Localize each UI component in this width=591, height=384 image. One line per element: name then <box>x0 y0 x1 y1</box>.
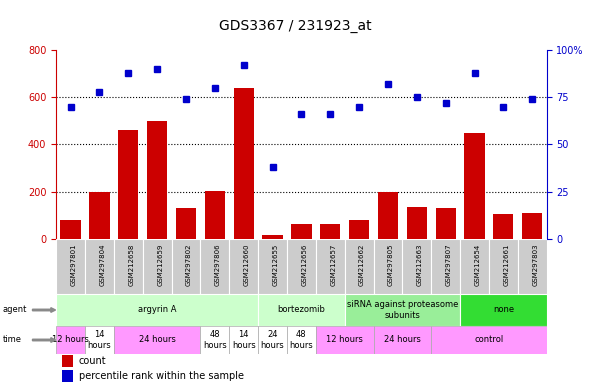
Text: none: none <box>493 306 514 314</box>
Bar <box>56 239 85 294</box>
Bar <box>287 239 316 294</box>
Text: 48
hours: 48 hours <box>290 330 313 350</box>
Text: GSM297803: GSM297803 <box>532 243 538 286</box>
Bar <box>258 239 287 294</box>
Bar <box>431 239 460 294</box>
Text: percentile rank within the sample: percentile rank within the sample <box>79 371 243 381</box>
Bar <box>349 220 369 239</box>
Bar <box>345 239 374 294</box>
Bar <box>262 235 282 239</box>
Bar <box>465 132 485 239</box>
Text: siRNA against proteasome
subunits: siRNA against proteasome subunits <box>347 300 458 320</box>
Text: 48
hours: 48 hours <box>203 330 227 350</box>
Text: GSM297804: GSM297804 <box>99 243 105 286</box>
Text: argyrin A: argyrin A <box>138 306 176 314</box>
Bar <box>204 190 225 239</box>
Text: GSM212661: GSM212661 <box>504 243 509 286</box>
Text: bortezomib: bortezomib <box>277 306 326 314</box>
Text: count: count <box>79 356 106 366</box>
Bar <box>522 213 543 239</box>
Bar <box>320 223 340 239</box>
Bar <box>56 294 258 326</box>
Bar <box>374 239 402 294</box>
Bar <box>114 239 142 294</box>
Text: control: control <box>475 336 504 344</box>
Text: GSM297805: GSM297805 <box>388 243 394 286</box>
Text: GSM297807: GSM297807 <box>446 243 452 286</box>
Bar <box>316 239 345 294</box>
Text: 24 hours: 24 hours <box>384 336 421 344</box>
Bar <box>233 88 254 239</box>
Bar <box>460 294 547 326</box>
Bar <box>258 326 287 354</box>
Text: GSM212658: GSM212658 <box>128 243 134 286</box>
Bar <box>89 192 109 239</box>
Bar <box>229 239 258 294</box>
Text: GSM212660: GSM212660 <box>243 243 250 286</box>
Text: GSM212657: GSM212657 <box>330 243 336 286</box>
Bar <box>431 326 547 354</box>
Text: GSM212654: GSM212654 <box>475 243 480 286</box>
Text: 12 hours: 12 hours <box>52 336 89 344</box>
Text: GSM212659: GSM212659 <box>157 243 163 286</box>
Bar <box>374 326 431 354</box>
Bar <box>287 326 316 354</box>
Text: 12 hours: 12 hours <box>326 336 363 344</box>
Bar <box>171 239 200 294</box>
Bar <box>142 239 171 294</box>
Bar <box>114 326 200 354</box>
Bar <box>60 220 80 239</box>
Bar <box>493 214 514 239</box>
Text: GSM212656: GSM212656 <box>301 243 307 286</box>
Bar <box>62 370 73 382</box>
Bar <box>229 326 258 354</box>
Text: GSM297802: GSM297802 <box>186 243 192 286</box>
Text: 24
hours: 24 hours <box>261 330 284 350</box>
Bar <box>85 239 114 294</box>
Bar <box>56 326 85 354</box>
Bar <box>345 294 460 326</box>
Text: GSM212662: GSM212662 <box>359 243 365 286</box>
Text: 14
hours: 14 hours <box>232 330 255 350</box>
Text: GSM297806: GSM297806 <box>215 243 221 286</box>
Bar <box>258 294 345 326</box>
Bar <box>176 208 196 239</box>
Bar <box>147 121 167 239</box>
Text: agent: agent <box>3 306 27 314</box>
Bar <box>85 326 114 354</box>
Text: GSM212663: GSM212663 <box>417 243 423 286</box>
Bar <box>118 130 138 239</box>
Bar <box>316 326 374 354</box>
Bar <box>402 239 431 294</box>
Text: time: time <box>3 336 22 344</box>
Text: GSM297801: GSM297801 <box>70 243 77 286</box>
Bar <box>489 239 518 294</box>
Bar <box>518 239 547 294</box>
Bar <box>407 207 427 239</box>
Bar <box>378 192 398 239</box>
Bar <box>200 239 229 294</box>
Bar <box>200 326 229 354</box>
Bar <box>460 239 489 294</box>
Text: GSM212655: GSM212655 <box>272 243 278 286</box>
Bar <box>62 355 73 367</box>
Bar <box>291 223 311 239</box>
Text: 24 hours: 24 hours <box>139 336 176 344</box>
Text: 14
hours: 14 hours <box>87 330 111 350</box>
Bar <box>436 208 456 239</box>
Text: GDS3367 / 231923_at: GDS3367 / 231923_at <box>219 19 372 33</box>
